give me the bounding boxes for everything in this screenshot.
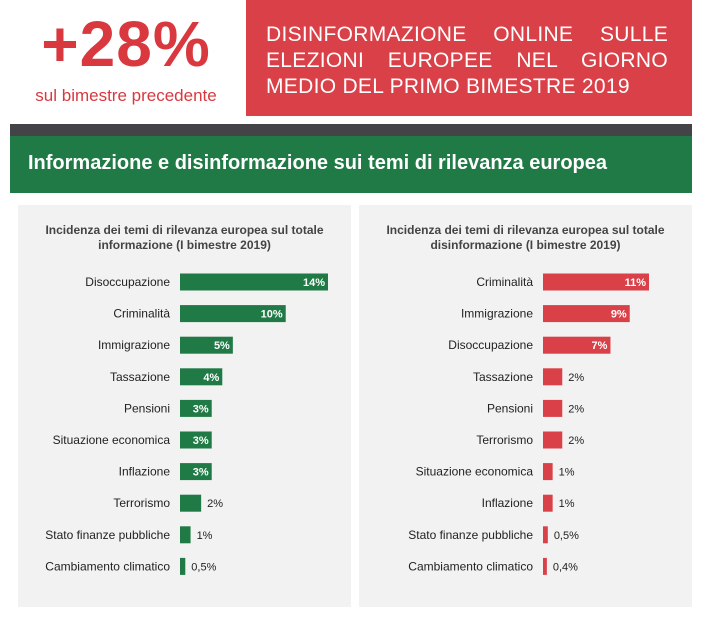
stat-value: +28% bbox=[41, 8, 211, 80]
bar bbox=[180, 557, 186, 575]
category-label: Stato finanze pubbliche bbox=[408, 528, 533, 542]
category-label: Criminalità bbox=[476, 275, 533, 289]
title-box: DISINFORMAZIONE ONLINE SULLE ELEZIONI EU… bbox=[246, 0, 692, 116]
category-label: Cambiamento climatico bbox=[408, 559, 533, 573]
bar bbox=[180, 336, 233, 354]
bar bbox=[543, 305, 630, 323]
category-label: Inflazione bbox=[119, 465, 171, 479]
page-title: DISINFORMAZIONE ONLINE SULLE ELEZIONI EU… bbox=[266, 23, 668, 98]
bar bbox=[543, 368, 563, 386]
bar bbox=[180, 305, 286, 323]
category-label: Stato finanze pubbliche bbox=[45, 528, 170, 542]
bar bbox=[180, 526, 191, 544]
bar bbox=[543, 399, 563, 417]
bar-chart-disinformazione: Criminalità 11% Immigrazione 9% Disoccupazio… bbox=[408, 273, 649, 575]
chart-panel-disinformazione: Incidenza dei temi di rilevanza europea … bbox=[359, 205, 692, 607]
bar bbox=[180, 368, 223, 386]
chart-title: Incidenza dei temi di rilevanza europea … bbox=[45, 223, 324, 252]
data-label: 7% bbox=[592, 340, 608, 352]
bar bbox=[543, 526, 548, 544]
section-band: Informazione e disinformazione sui temi … bbox=[10, 136, 692, 193]
data-label: 3% bbox=[193, 467, 209, 479]
chart-panel-informazione: Incidenza dei temi di rilevanza europea … bbox=[18, 205, 351, 607]
category-label: Criminalità bbox=[113, 307, 170, 321]
data-label: 4% bbox=[203, 372, 219, 384]
bar bbox=[543, 463, 553, 481]
data-label: 3% bbox=[193, 403, 209, 415]
category-label: Pensioni bbox=[487, 401, 533, 415]
data-label: 1% bbox=[197, 530, 213, 542]
section-title: Informazione e disinformazione sui temi … bbox=[28, 152, 608, 174]
data-label: 10% bbox=[261, 309, 283, 321]
data-label: 9% bbox=[611, 309, 627, 321]
data-label: 0,5% bbox=[554, 530, 579, 542]
bar bbox=[180, 463, 212, 481]
bar-chart-informazione: Disoccupazione 14% Criminalità 10% Immigrazi… bbox=[45, 273, 328, 575]
data-label: 0,4% bbox=[553, 561, 578, 573]
data-label: 0,5% bbox=[191, 561, 216, 573]
category-label: Tassazione bbox=[473, 370, 533, 384]
stat-caption: sul bimestre precedente bbox=[35, 86, 217, 105]
category-label: Terrorismo bbox=[113, 496, 170, 510]
bar bbox=[180, 273, 328, 291]
data-label: 5% bbox=[214, 340, 230, 352]
category-label: Immigrazione bbox=[98, 338, 170, 352]
data-label: 3% bbox=[193, 435, 209, 447]
data-label: 11% bbox=[625, 277, 647, 289]
data-label: 1% bbox=[559, 498, 575, 510]
bar bbox=[543, 431, 563, 449]
category-label: Cambiamento climatico bbox=[45, 559, 170, 573]
chart-title: Incidenza dei temi di rilevanza europea … bbox=[386, 223, 665, 252]
category-label: Situazione economica bbox=[416, 465, 534, 479]
bar bbox=[180, 399, 212, 417]
divider-bar bbox=[10, 124, 692, 136]
category-label: Terrorismo bbox=[476, 433, 533, 447]
category-label: Inflazione bbox=[482, 496, 534, 510]
data-label: 2% bbox=[568, 372, 584, 384]
data-label: 2% bbox=[568, 435, 584, 447]
category-label: Disoccupazione bbox=[448, 338, 533, 352]
stat-box: +28% sul bimestre precedente bbox=[10, 0, 242, 116]
bar bbox=[543, 273, 649, 291]
bar bbox=[543, 494, 553, 512]
bar bbox=[543, 557, 547, 575]
bar bbox=[543, 336, 611, 354]
category-label: Tassazione bbox=[110, 370, 170, 384]
category-label: Pensioni bbox=[124, 401, 170, 415]
data-label: 2% bbox=[207, 498, 223, 510]
data-label: 14% bbox=[303, 277, 325, 289]
data-label: 1% bbox=[559, 467, 575, 479]
category-label: Immigrazione bbox=[461, 307, 533, 321]
category-label: Disoccupazione bbox=[85, 275, 170, 289]
category-label: Situazione economica bbox=[53, 433, 171, 447]
bar bbox=[180, 431, 212, 449]
bar bbox=[180, 494, 202, 512]
data-label: 2% bbox=[568, 403, 584, 415]
